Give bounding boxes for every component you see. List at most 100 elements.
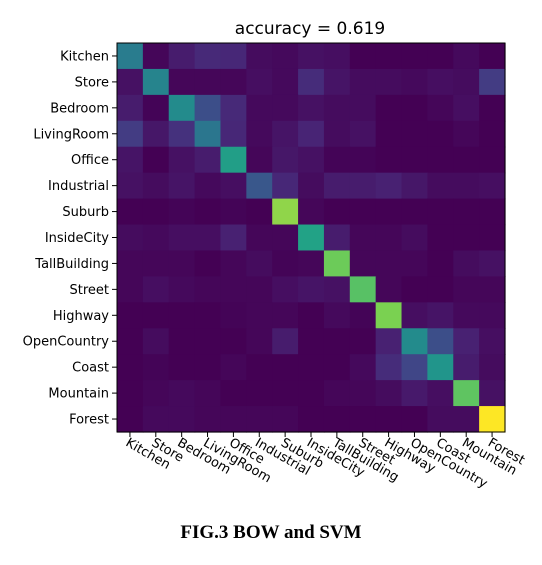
heatmap-cell — [349, 146, 377, 174]
heatmap-cell — [142, 172, 170, 200]
heatmap-cell — [246, 354, 273, 381]
heatmap-cell — [375, 172, 403, 200]
heatmap-cell — [323, 302, 351, 329]
heatmap-cell — [142, 94, 170, 122]
heatmap-cell — [220, 43, 247, 70]
heatmap-cell — [375, 276, 403, 303]
heatmap-cell — [298, 146, 325, 174]
y-tick-label: Highway — [53, 309, 109, 324]
heatmap-cell — [220, 276, 247, 303]
heatmap-cell — [427, 68, 454, 96]
y-tick-label: Mountain — [48, 387, 109, 402]
heatmap-cell — [168, 250, 196, 277]
heatmap-cell — [453, 94, 480, 122]
y-tick-label: Industrial — [48, 179, 109, 194]
heatmap-cell — [427, 43, 454, 70]
heatmap-cell — [117, 146, 144, 174]
heatmap-cell — [298, 380, 325, 407]
heatmap-cell — [117, 68, 144, 96]
heatmap-cell — [194, 198, 222, 226]
heatmap-cell — [375, 380, 403, 407]
heatmap-cell — [401, 94, 428, 122]
heatmap-cell — [401, 276, 428, 303]
heatmap-cell — [479, 43, 506, 70]
heatmap-cell — [453, 120, 480, 148]
y-tick-label: TallBuilding — [34, 257, 109, 272]
heatmap-cell — [220, 68, 247, 96]
heatmap-cell — [194, 302, 222, 329]
heatmap-cell — [453, 354, 480, 381]
heatmap-cell — [168, 276, 196, 303]
heatmap-cell — [453, 172, 480, 200]
heatmap-cell — [401, 380, 428, 407]
heatmap-cell — [349, 250, 377, 277]
heatmap-cell — [375, 302, 403, 329]
heatmap-cell — [323, 198, 351, 226]
heatmap-cell — [168, 302, 196, 329]
heatmap-cell — [349, 354, 377, 381]
heatmap-cell — [246, 406, 273, 433]
y-tick-label: Suburb — [62, 205, 109, 220]
heatmap-cell — [194, 276, 222, 303]
y-tick-label: Forest — [69, 413, 109, 428]
heatmap-cell — [272, 120, 299, 148]
heatmap-cell — [401, 68, 428, 96]
heatmap-cell — [401, 406, 428, 433]
heatmap-cell — [246, 172, 273, 200]
heatmap-cell — [453, 224, 480, 252]
heatmap-cell — [246, 250, 273, 277]
heatmap-cell — [427, 380, 454, 407]
chart-title: accuracy = 0.619 — [235, 19, 385, 39]
heatmap-cell — [349, 94, 377, 122]
heatmap-cell — [194, 146, 222, 174]
heatmap-cell — [272, 328, 299, 355]
heatmap-cell — [220, 224, 247, 252]
y-tick-label: Street — [69, 283, 109, 298]
heatmap-cell — [194, 354, 222, 381]
heatmap-cell — [194, 68, 222, 96]
heatmap-cell — [168, 172, 196, 200]
heatmap-cell — [349, 68, 377, 96]
heatmap-cell — [349, 43, 377, 70]
y-tick-label: OpenCountry — [23, 335, 110, 350]
heatmap-cell — [401, 250, 428, 277]
heatmap-cell — [479, 146, 506, 174]
heatmap-cell — [453, 328, 480, 355]
heatmap-cell — [298, 68, 325, 96]
heatmap-cell — [272, 302, 299, 329]
heatmap-cell — [427, 406, 454, 433]
heatmap-cell — [427, 354, 454, 381]
heatmap-cell — [246, 120, 273, 148]
heatmap-cell — [298, 120, 325, 148]
heatmap-cell — [246, 328, 273, 355]
heatmap-cell — [298, 328, 325, 355]
heatmap-cell — [117, 224, 144, 252]
heatmap-cell — [142, 120, 170, 148]
heatmap-cell — [401, 354, 428, 381]
heatmap-cell — [298, 302, 325, 329]
heatmap-cell — [453, 276, 480, 303]
heatmap-cell — [117, 328, 144, 355]
heatmap-cell — [142, 146, 170, 174]
heatmap-cell — [349, 198, 377, 226]
heatmap-cell — [323, 276, 351, 303]
heatmap-cell — [298, 406, 325, 433]
heatmap-cell — [168, 224, 196, 252]
heatmap-cell — [246, 94, 273, 122]
heatmap-cell — [401, 198, 428, 226]
heatmap-cell — [194, 172, 222, 200]
heatmap-cell — [479, 120, 506, 148]
figure-caption: FIG.3 BOW and SVM — [180, 522, 362, 543]
heatmap-cell — [349, 276, 377, 303]
heatmap-cell — [453, 406, 480, 433]
heatmap-cell — [168, 328, 196, 355]
heatmap-cell — [272, 354, 299, 381]
heatmap-cell — [194, 328, 222, 355]
heatmap-cell — [142, 43, 170, 70]
heatmap-cell — [220, 250, 247, 277]
heatmap-cell — [168, 68, 196, 96]
y-tick-label: Store — [75, 75, 109, 90]
heatmap-cell — [117, 276, 144, 303]
heatmap-cell — [272, 43, 299, 70]
heatmap-cell — [349, 406, 377, 433]
